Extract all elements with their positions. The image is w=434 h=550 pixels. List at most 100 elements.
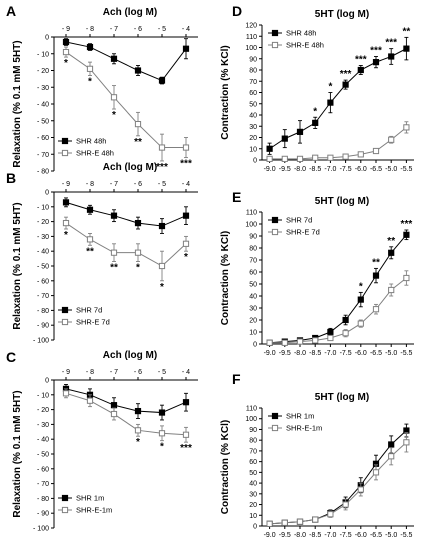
data-point: [266, 520, 273, 527]
x-tick-label: -9.5: [279, 532, 291, 539]
x-tick-label: -6.5: [370, 166, 382, 173]
legend-swatch-marker: [271, 228, 279, 236]
y-tick-label: 100: [245, 45, 257, 52]
data-point: [372, 147, 380, 155]
x-tick-label: - 6: [134, 26, 142, 33]
data-point: [158, 77, 166, 84]
y-tick-label: 50: [249, 101, 257, 108]
chart-panel-b: B Ach (log M) Relaxation (% 0.1 mM 5HT) 0 - …: [6, 162, 198, 345]
data-point: [327, 99, 334, 106]
significance-marker: *: [160, 282, 164, 293]
data-point: [296, 338, 304, 345]
y-tick-label: 70: [249, 258, 257, 265]
data-point: [158, 430, 166, 437]
x-tick-label: -5.5: [400, 532, 412, 539]
legend-label: SHR 7d: [286, 216, 312, 225]
chart-title: Ach (log M): [103, 350, 157, 361]
data-point: [86, 65, 94, 72]
data-point: [388, 453, 395, 460]
y-tick-label: - 30: [37, 234, 49, 241]
y-tick-label: 120: [245, 23, 257, 30]
data-point: [357, 66, 364, 74]
x-tick-label: -9.5: [279, 350, 291, 357]
data-point: [296, 128, 304, 135]
y-tick-label: 80: [249, 246, 257, 253]
y-axis-label: Relaxation (% 0.1 mM 5HT): [12, 40, 23, 167]
y-tick-label: - 20: [37, 68, 49, 75]
x-tick-label: -9.0: [264, 532, 276, 539]
data-point: [281, 135, 288, 142]
significance-marker: ***: [370, 46, 382, 57]
data-point: [312, 154, 319, 161]
legend: SHR 7d SHR-E 7d: [58, 306, 110, 327]
y-axis-label: Contraction (% KCl): [220, 420, 231, 514]
x-tick-label: - 7: [110, 369, 118, 376]
x-tick-label: - 6: [134, 181, 142, 188]
y-tick-label: - 30: [37, 85, 49, 92]
significance-marker: **: [86, 246, 94, 257]
panel-letter: F: [232, 371, 241, 387]
data-point: [327, 154, 334, 161]
y-tick-label: 110: [246, 406, 257, 413]
y-tick-label: 40: [249, 113, 257, 120]
y-tick-label: - 50: [37, 264, 49, 271]
y-tick-label: 20: [249, 135, 257, 142]
legend-swatch-marker: [271, 29, 279, 37]
significance-marker: ***: [401, 219, 413, 230]
series-line: [65, 222, 187, 267]
x-tick-label: -7.0: [324, 532, 336, 539]
series-line: [269, 441, 407, 525]
data-point: [342, 316, 349, 324]
series-line: [65, 201, 187, 227]
data-point: [110, 55, 118, 62]
x-tick-label: - 7: [110, 181, 118, 188]
legend-swatch-marker: [61, 494, 69, 502]
data-point: [158, 144, 166, 151]
data-point: [357, 296, 364, 303]
data-point: [182, 431, 190, 438]
data-point: [327, 328, 334, 336]
data-point: [327, 511, 334, 518]
x-tick-label: - 4: [182, 181, 190, 188]
significance-marker: *: [160, 442, 164, 453]
x-tick-label: -6.0: [355, 166, 367, 173]
data-point: [403, 439, 410, 446]
y-tick-label: 90: [249, 234, 257, 241]
data-point: [134, 427, 142, 434]
y-tick-label: 10: [249, 146, 257, 153]
significance-marker: **: [110, 263, 118, 274]
y-tick-label: 50: [249, 282, 257, 289]
x-tick-label: - 5: [158, 369, 166, 376]
significance-marker: **: [134, 137, 142, 148]
x-tick-label: - 7: [110, 26, 118, 33]
data-point: [372, 272, 380, 279]
x-tick-label: -6.5: [370, 532, 382, 539]
y-tick-label: 0: [45, 190, 49, 197]
data-point: [86, 206, 94, 213]
y-tick-label: - 20: [37, 407, 49, 414]
data-point: [312, 119, 319, 126]
y-tick-label: - 60: [37, 135, 49, 142]
data-point: [266, 339, 273, 346]
chart-panel-f: F 5HT (log M) Contraction (% KCl) 0 10 20 30 40…: [220, 371, 414, 539]
y-tick-label: 10: [249, 330, 257, 337]
legend-label: SHR 1m: [286, 412, 314, 421]
x-tick-label: -6.5: [370, 350, 382, 357]
significance-marker: ***: [180, 159, 192, 170]
data-point: [342, 501, 349, 508]
x-tick-label: - 8: [86, 26, 94, 33]
legend-label: SHR-E 7d: [286, 228, 320, 237]
legend-swatch-marker: [271, 41, 279, 49]
y-tick-label: 70: [249, 79, 257, 86]
y-tick-label: 90: [249, 427, 257, 434]
x-tick-label: - 5: [158, 181, 166, 188]
data-point: [312, 516, 319, 523]
x-tick-label: -5.0: [385, 166, 397, 173]
legend-label: SHR-E-1m: [286, 424, 322, 433]
y-tick-label: - 60: [37, 466, 49, 473]
series-line: [269, 48, 407, 150]
data-point: [312, 337, 319, 344]
y-tick-label: - 50: [37, 452, 49, 459]
chart-panel-a: A Ach (log M) Relaxation (% 0.1 mM 5HT) 0 - …: [6, 3, 198, 176]
